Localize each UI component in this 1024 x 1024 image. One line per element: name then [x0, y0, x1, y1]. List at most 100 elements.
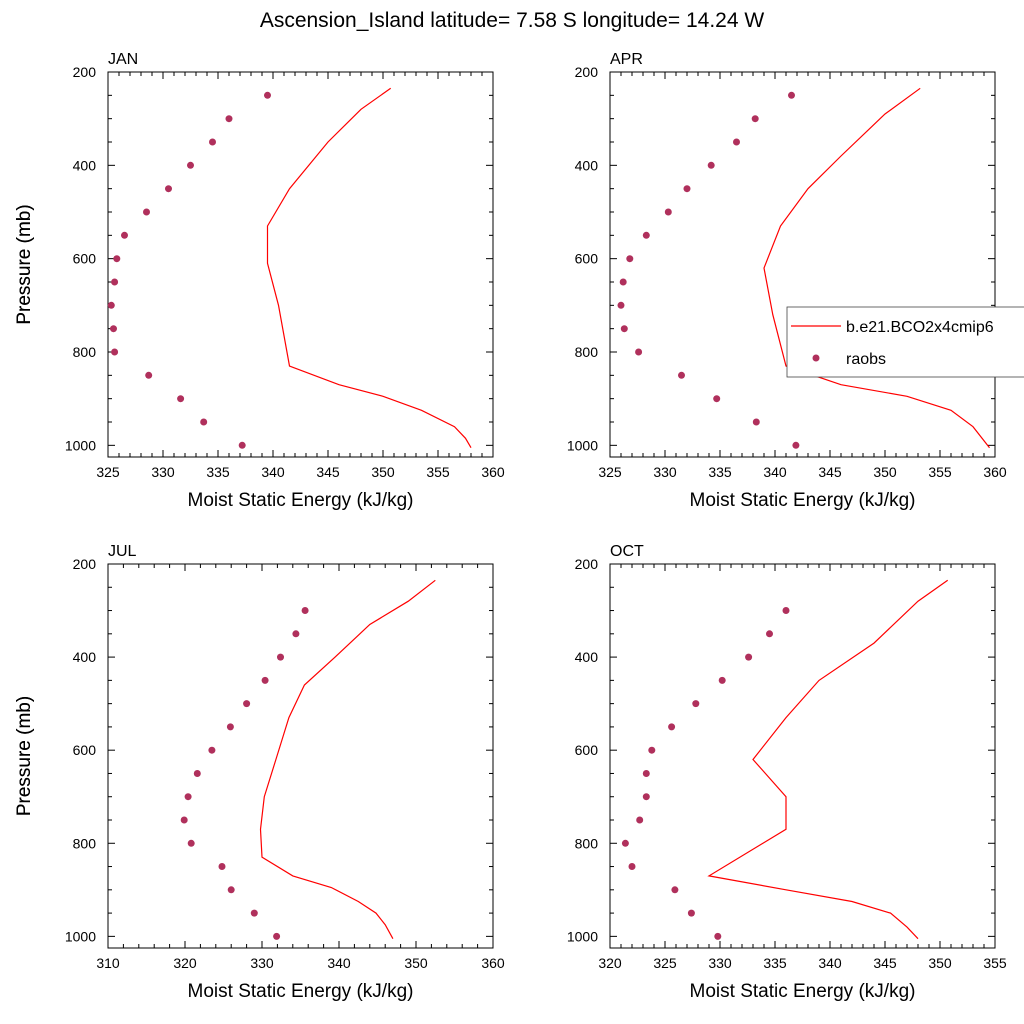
plot-frame [107, 563, 494, 949]
raobs-point [668, 723, 676, 731]
raobs-point [626, 255, 634, 263]
raobs-point [165, 185, 172, 193]
x-tick-label: 330 [250, 955, 274, 971]
y-tick-label: 600 [73, 251, 97, 267]
raobs-point [292, 630, 300, 638]
x-tick-label: 355 [426, 464, 450, 480]
raobs-point [209, 138, 216, 146]
x-tick-label: 320 [173, 955, 197, 971]
raobs-point [642, 793, 650, 801]
legend-model-label: b.e21.BCO2x4cmip6 [846, 319, 994, 336]
raobs-point [648, 746, 656, 754]
raobs-point [238, 441, 246, 449]
y-tick-label: 400 [575, 157, 599, 173]
y-tick-label: 600 [575, 251, 599, 267]
x-tick-label: 335 [708, 464, 732, 480]
raobs-point [110, 325, 117, 333]
y-tick-label: 600 [575, 742, 599, 758]
x-axis-label: Moist Static Energy (kJ/kg) [188, 490, 414, 511]
x-tick-label: 325 [96, 464, 120, 480]
raobs-point [714, 932, 722, 940]
raobs-point [111, 348, 119, 356]
x-tick-label: 330 [151, 464, 175, 480]
raobs-point [635, 348, 643, 356]
y-tick-label: 200 [73, 64, 97, 80]
raobs-point [692, 700, 700, 708]
x-tick-label: 345 [316, 464, 340, 480]
x-tick-label: 320 [598, 955, 622, 971]
raobs-point [664, 208, 672, 216]
y-tick-label: 600 [73, 742, 97, 758]
raobs-point [678, 371, 685, 379]
y-tick-label: 200 [575, 64, 599, 80]
panel-jul: 310 320 330 340 350 360 200 400 600 800 1000 JUL Moi… [14, 543, 505, 1002]
y-tick-label: 800 [575, 835, 599, 851]
panel-title: JAN [108, 51, 138, 68]
legend-obs-marker [812, 354, 820, 362]
y-axis-label: Pressure (mb) [14, 696, 35, 816]
y-tick-label: 1000 [65, 437, 96, 453]
raobs-point [621, 839, 629, 847]
raobs-point [713, 395, 721, 403]
y-tick-label: 400 [73, 649, 97, 665]
y-tick-label: 200 [575, 556, 599, 572]
raobs-point [733, 138, 740, 146]
plot-frame [609, 563, 996, 949]
x-tick-label: 340 [818, 955, 842, 971]
raobs-point [243, 700, 251, 708]
y-tick-label: 1000 [567, 928, 598, 944]
raobs-point [752, 418, 760, 426]
raobs-point [208, 746, 216, 754]
raobs-point [226, 723, 234, 731]
x-tick-label: 360 [481, 955, 505, 971]
y-tick-label: 1000 [567, 437, 598, 453]
x-tick-label: 325 [653, 955, 677, 971]
panel-oct: 320 325 330 335 340 345 350 355 200 400 600 800 1000… [14, 543, 1007, 1002]
plot-frame [609, 71, 996, 458]
raobs-point [227, 886, 235, 894]
x-tick-label: 355 [983, 955, 1007, 971]
raobs-point [707, 161, 715, 169]
y-tick-label: 1000 [65, 928, 96, 944]
x-tick-label: 350 [928, 955, 952, 971]
raobs-point [200, 418, 208, 426]
x-tick-label: 345 [818, 464, 842, 480]
raobs-point [301, 607, 309, 614]
x-tick-label: 360 [481, 464, 505, 480]
panels: 325 330 335 340 345 350 355 360 200 400 600 800 1000… [14, 51, 1007, 1002]
x-tick-label: 335 [763, 955, 787, 971]
raobs-point [143, 208, 150, 216]
x-tick-label: 340 [327, 955, 351, 971]
legend-obs-label: raobs [846, 351, 886, 368]
raobs-point [177, 395, 185, 403]
x-tick-label: 350 [873, 464, 897, 480]
raobs-point [792, 441, 800, 449]
raobs-point [273, 932, 281, 940]
raobs-point [683, 185, 691, 193]
raobs-point [617, 301, 625, 309]
y-tick-label: 800 [73, 344, 97, 360]
raobs-point [250, 909, 258, 917]
raobs-point [642, 770, 650, 777]
x-tick-label: 330 [653, 464, 677, 480]
x-tick-label: 340 [763, 464, 787, 480]
raobs-point [751, 115, 759, 123]
raobs-point [145, 371, 153, 379]
model-profile-line [259, 579, 436, 939]
panel-title: JUL [108, 543, 137, 560]
raobs-point [111, 278, 119, 286]
raobs-point [121, 231, 128, 239]
legend-box [786, 306, 1024, 378]
x-tick-label: 350 [404, 955, 428, 971]
x-axis-label: Moist Static Energy (kJ/kg) [690, 981, 916, 1002]
panel-title: APR [610, 51, 643, 68]
raobs-point [745, 653, 753, 661]
raobs-point [619, 278, 627, 286]
raobs-point [766, 630, 773, 638]
raobs-point [642, 231, 650, 239]
raobs-point [184, 793, 192, 801]
legend: b.e21.BCO2x4cmip6 raobs [786, 306, 1024, 378]
x-tick-label: 335 [206, 464, 230, 480]
x-axis-label: Moist Static Energy (kJ/kg) [188, 981, 414, 1002]
